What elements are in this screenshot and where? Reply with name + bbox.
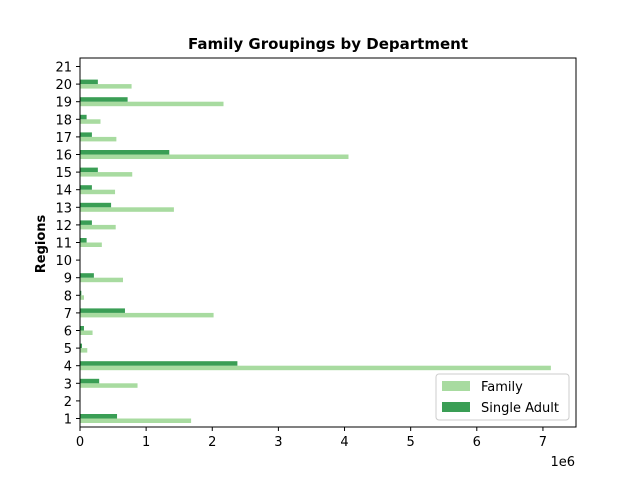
y-tick-label-10: 10 bbox=[55, 254, 72, 269]
chart-title: Family Groupings by Department bbox=[188, 35, 468, 53]
bar-family-region-6 bbox=[80, 330, 93, 335]
x-tick-label-1: 1 bbox=[142, 435, 150, 450]
bar-family-region-15 bbox=[80, 172, 133, 177]
legend: Family Single Adult bbox=[435, 373, 570, 421]
y-tick-label-6: 6 bbox=[64, 325, 72, 340]
bar-single-adult-region-6 bbox=[80, 326, 84, 331]
y-tick-label-1: 1 bbox=[64, 413, 72, 428]
y-axis-label: Regions bbox=[34, 214, 49, 273]
bar-family-region-9 bbox=[80, 277, 123, 283]
bar-family-region-7 bbox=[80, 312, 214, 318]
bar-family-region-13 bbox=[80, 207, 174, 212]
bar-single-adult-region-3 bbox=[80, 378, 100, 384]
bar-single-adult-region-8 bbox=[80, 290, 82, 296]
bar-single-adult-region-19 bbox=[80, 97, 128, 102]
bar-single-adult-region-13 bbox=[80, 202, 112, 208]
bar-family-region-14 bbox=[80, 189, 116, 195]
x-tick-label-0: 0 bbox=[76, 435, 84, 450]
y-tick-label-2: 2 bbox=[64, 395, 72, 410]
x-ticks-group: 0 1 2 3 4 5 6 7 bbox=[76, 427, 547, 450]
bar-family-region-20 bbox=[80, 84, 132, 89]
bar-single-adult-region-9 bbox=[80, 273, 94, 278]
bar-family-region-16 bbox=[80, 154, 349, 159]
y-tick-label-16: 16 bbox=[55, 149, 72, 164]
bar-family-region-8 bbox=[80, 295, 84, 300]
x-tick-label-3: 3 bbox=[274, 435, 282, 450]
bar-single-adult-region-5 bbox=[80, 343, 82, 349]
y-tick-label-8: 8 bbox=[64, 289, 72, 304]
bar-single-adult-region-1 bbox=[80, 414, 118, 419]
x-tick-label-4: 4 bbox=[340, 435, 348, 450]
bar-family-region-19 bbox=[80, 101, 224, 107]
bar-single-adult-region-18 bbox=[80, 114, 87, 120]
y-tick-label-4: 4 bbox=[64, 360, 72, 375]
y-tick-label-3: 3 bbox=[64, 377, 72, 392]
bar-family-region-17 bbox=[80, 136, 117, 142]
bar-family-region-1 bbox=[80, 418, 192, 423]
legend-label-family: Family bbox=[481, 380, 523, 395]
bar-single-adult-region-15 bbox=[80, 167, 98, 173]
bar-family-region-18 bbox=[80, 119, 101, 124]
y-tick-label-21: 21 bbox=[55, 61, 72, 76]
y-tick-label-14: 14 bbox=[55, 184, 72, 199]
y-tick-label-9: 9 bbox=[64, 272, 72, 287]
x-tick-label-2: 2 bbox=[208, 435, 216, 450]
x-tick-label-5: 5 bbox=[407, 435, 415, 450]
y-tick-label-18: 18 bbox=[55, 113, 72, 128]
bar-single-adult-region-7 bbox=[80, 308, 125, 313]
x-tick-label-7: 7 bbox=[539, 435, 547, 450]
bar-family-region-4 bbox=[80, 365, 551, 371]
legend-swatch-single-adult bbox=[442, 402, 470, 412]
bar-single-adult-region-16 bbox=[80, 150, 170, 155]
x-tick-label-6: 6 bbox=[473, 435, 481, 450]
y-tick-label-17: 17 bbox=[55, 131, 72, 146]
bar-family-region-11 bbox=[80, 242, 102, 247]
y-tick-label-12: 12 bbox=[55, 219, 72, 234]
plot-frame bbox=[79, 57, 577, 428]
bar-single-adult-region-11 bbox=[80, 238, 87, 243]
legend-swatch-family bbox=[442, 381, 470, 391]
bars-group bbox=[80, 79, 551, 423]
bar-family-region-5 bbox=[80, 348, 88, 353]
bar-single-adult-region-20 bbox=[80, 79, 98, 85]
y-tick-label-7: 7 bbox=[64, 307, 72, 322]
legend-label-single-adult: Single Adult bbox=[481, 401, 559, 416]
y-tick-label-5: 5 bbox=[64, 342, 72, 357]
x-axis-offset-text: 1e6 bbox=[550, 455, 575, 470]
bar-single-adult-region-4 bbox=[80, 361, 238, 366]
y-tick-label-13: 13 bbox=[55, 201, 72, 216]
y-tick-label-15: 15 bbox=[55, 166, 72, 181]
y-tick-label-19: 19 bbox=[55, 96, 72, 111]
bar-family-region-3 bbox=[80, 383, 138, 388]
bar-family-region-12 bbox=[80, 224, 116, 230]
y-tick-label-11: 11 bbox=[55, 237, 72, 252]
bar-single-adult-region-12 bbox=[80, 220, 92, 225]
bar-single-adult-region-14 bbox=[80, 185, 92, 190]
bar-single-adult-region-17 bbox=[80, 132, 92, 137]
y-tick-label-20: 20 bbox=[55, 78, 72, 93]
